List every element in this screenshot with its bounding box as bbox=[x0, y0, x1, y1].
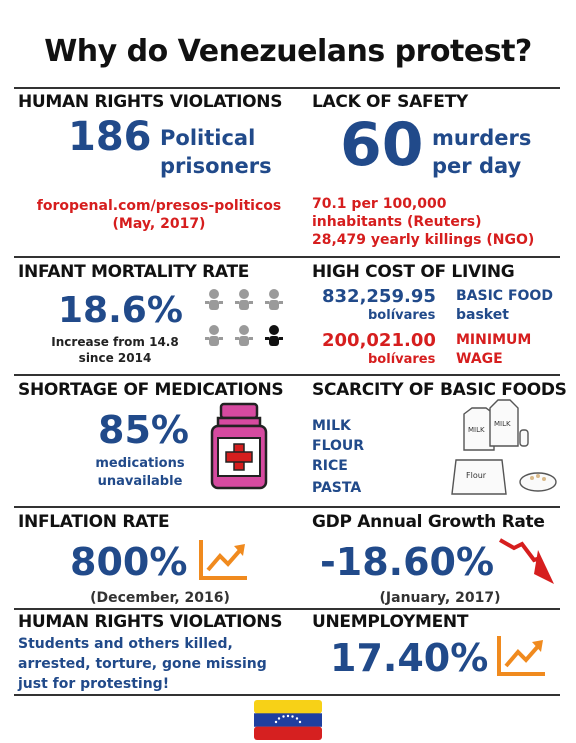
murders-label-1: murders bbox=[432, 126, 532, 150]
minimum-wage-unit: bolívares bbox=[368, 352, 436, 367]
section-heading-cost-of-living: HIGH COST OF LIVING bbox=[312, 262, 515, 282]
divider bbox=[14, 608, 560, 610]
food-item-milk: MILK bbox=[312, 418, 351, 434]
source-foropenal: foropenal.com/presos-politicos bbox=[36, 198, 282, 214]
trend-up-icon bbox=[497, 636, 545, 676]
section-heading-human-rights: HUMAN RIGHTS VIOLATIONS bbox=[18, 92, 283, 112]
food-item-flour: FLOUR bbox=[312, 438, 365, 454]
food-item-rice: RICE bbox=[312, 458, 348, 474]
political-prisoners-label-1: Political bbox=[160, 126, 256, 150]
section-heading-unemployment: UNEMPLOYMENT bbox=[312, 612, 469, 632]
murders-per-day-count: 60 bbox=[340, 110, 424, 180]
source-date: (May, 2017) bbox=[112, 216, 206, 232]
divider bbox=[14, 374, 560, 376]
unemployment-value: 17.40% bbox=[330, 636, 489, 680]
section-heading-medications: SHORTAGE OF MEDICATIONS bbox=[18, 380, 284, 400]
section-heading-inflation: INFLATION RATE bbox=[18, 512, 170, 532]
murder-rate-source: inhabitants (Reuters) bbox=[312, 214, 482, 230]
medications-label-2: unavailable bbox=[97, 474, 183, 489]
divider bbox=[14, 256, 560, 258]
political-prisoners-label-2: prisoners bbox=[160, 154, 272, 178]
venezuela-flag-icon bbox=[254, 700, 322, 740]
protest-note-3: just for protesting! bbox=[18, 676, 170, 692]
trend-up-icon bbox=[199, 540, 247, 580]
infant-mortality-note-2: since 2014 bbox=[78, 351, 152, 365]
gdp-date: (January, 2017) bbox=[379, 590, 501, 606]
section-heading-infant-mortality: INFANT MORTALITY RATE bbox=[18, 262, 250, 282]
gdp-growth-value: -18.60% bbox=[320, 540, 495, 584]
section-heading-lack-of-safety: LACK OF SAFETY bbox=[312, 92, 468, 112]
food-basket-value: 832,259.95 bbox=[322, 286, 436, 307]
page-title: Why do Venezuelans protest? bbox=[44, 34, 532, 69]
minimum-wage-label-1: MINIMUM bbox=[456, 332, 532, 348]
medicine-bottle-icon bbox=[210, 402, 268, 490]
section-heading-gdp: GDP Annual Growth Rate bbox=[312, 512, 545, 532]
food-basket-label-1: BASIC FOOD bbox=[456, 288, 553, 304]
murders-label-2: per day bbox=[432, 154, 522, 178]
yearly-killings-note: 28,479 yearly killings (NGO) bbox=[312, 232, 535, 248]
divider bbox=[14, 694, 560, 696]
divider bbox=[14, 506, 560, 508]
section-heading-human-rights-2: HUMAN RIGHTS VIOLATIONS bbox=[18, 612, 283, 632]
protest-note-1: Students and others killed, bbox=[18, 636, 233, 652]
murder-rate-note: 70.1 per 100,000 bbox=[312, 196, 447, 212]
infant-mortality-rate: 18.6% bbox=[58, 290, 183, 331]
inflation-date: (December, 2016) bbox=[90, 590, 230, 606]
political-prisoners-count: 186 bbox=[68, 114, 152, 160]
food-basket-unit: bolívares bbox=[368, 308, 436, 323]
minimum-wage-label-2: WAGE bbox=[456, 351, 503, 367]
baby-icons bbox=[205, 289, 283, 346]
medications-percent: 85% bbox=[98, 408, 189, 452]
protest-note-2: arrested, torture, gone missing bbox=[18, 656, 267, 672]
section-heading-basic-foods: SCARCITY OF BASIC FOODS bbox=[312, 380, 567, 400]
flour-bag-label: Flour bbox=[466, 471, 487, 480]
milk-bottle-label: MILK bbox=[494, 420, 511, 428]
basic-foods-icon: MILK MILK Flour bbox=[451, 399, 557, 495]
milk-carton-label: MILK bbox=[468, 426, 485, 434]
food-item-pasta: PASTA bbox=[312, 480, 362, 496]
infant-mortality-note-1: Increase from 14.8 bbox=[51, 335, 179, 349]
divider bbox=[14, 87, 560, 89]
minimum-wage-value: 200,021.00 bbox=[322, 330, 436, 351]
inflation-rate-value: 800% bbox=[70, 540, 188, 584]
food-basket-label-2: basket bbox=[456, 307, 509, 323]
medications-label-1: medications bbox=[95, 456, 185, 471]
trend-down-icon bbox=[499, 538, 554, 584]
